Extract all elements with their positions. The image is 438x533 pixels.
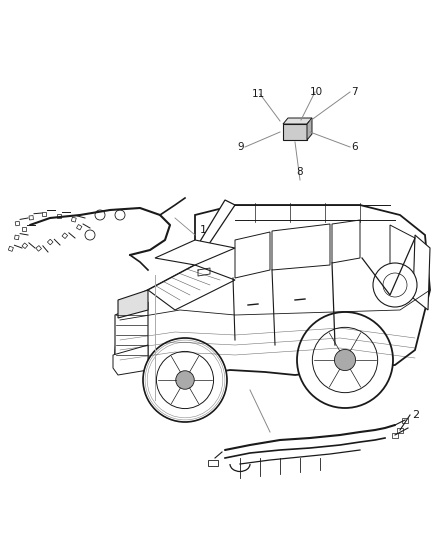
Polygon shape bbox=[283, 124, 307, 140]
Bar bbox=[392, 433, 398, 438]
Bar bbox=[397, 428, 403, 433]
Circle shape bbox=[297, 312, 393, 408]
Polygon shape bbox=[155, 240, 235, 265]
Text: 1: 1 bbox=[200, 225, 207, 235]
Bar bbox=[402, 418, 408, 423]
Circle shape bbox=[373, 263, 417, 307]
Bar bbox=[15, 221, 20, 226]
Polygon shape bbox=[235, 232, 270, 278]
Bar bbox=[8, 246, 14, 252]
Text: 2: 2 bbox=[412, 410, 419, 420]
Text: 8: 8 bbox=[297, 167, 303, 177]
Polygon shape bbox=[283, 118, 312, 124]
Bar bbox=[47, 239, 53, 245]
Bar bbox=[57, 214, 61, 218]
Bar bbox=[22, 227, 26, 231]
Text: 11: 11 bbox=[252, 89, 265, 99]
Polygon shape bbox=[148, 265, 235, 310]
Polygon shape bbox=[113, 345, 148, 375]
Circle shape bbox=[176, 371, 194, 389]
Bar bbox=[42, 212, 46, 216]
Text: 6: 6 bbox=[351, 142, 358, 152]
Polygon shape bbox=[390, 225, 415, 275]
Polygon shape bbox=[272, 224, 330, 270]
Polygon shape bbox=[190, 200, 235, 265]
Polygon shape bbox=[115, 302, 148, 368]
Bar bbox=[29, 216, 33, 220]
Text: 7: 7 bbox=[351, 87, 358, 97]
Polygon shape bbox=[307, 118, 312, 140]
Bar bbox=[71, 217, 76, 222]
Bar bbox=[62, 233, 67, 239]
Polygon shape bbox=[118, 290, 148, 318]
Bar bbox=[77, 224, 82, 230]
Text: 9: 9 bbox=[237, 142, 244, 152]
Bar bbox=[208, 460, 218, 466]
Polygon shape bbox=[115, 205, 430, 375]
Polygon shape bbox=[332, 220, 360, 263]
Circle shape bbox=[335, 350, 356, 370]
Bar bbox=[14, 235, 19, 240]
Text: 10: 10 bbox=[310, 87, 323, 97]
Polygon shape bbox=[413, 235, 430, 310]
Bar bbox=[36, 246, 42, 251]
Circle shape bbox=[143, 338, 227, 422]
Bar bbox=[22, 243, 28, 248]
